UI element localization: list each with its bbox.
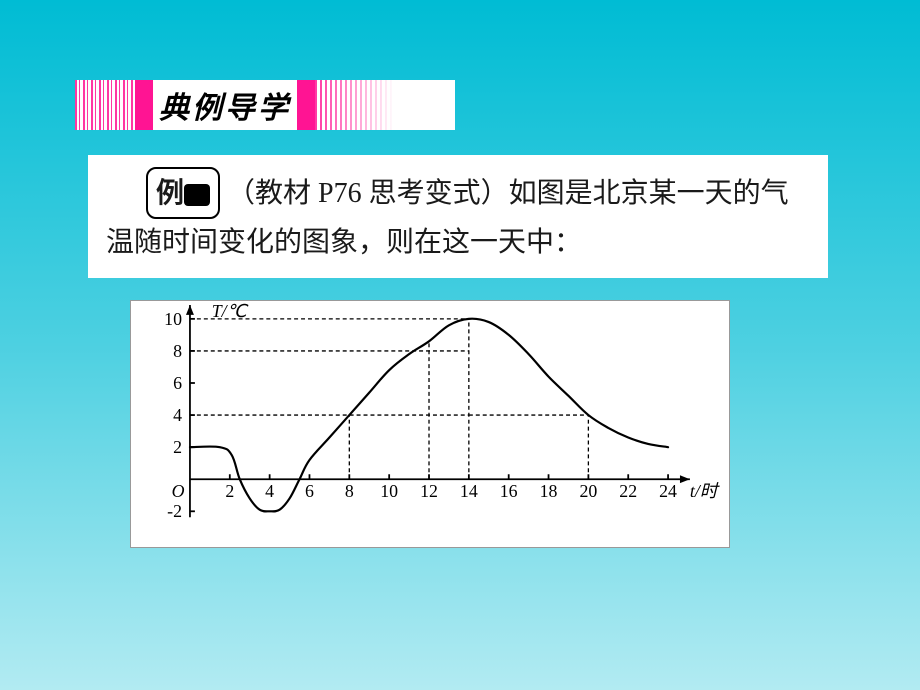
svg-text:2: 2 bbox=[173, 437, 182, 457]
svg-text:10: 10 bbox=[164, 309, 182, 329]
example-source: （教材 P76 思考变式） bbox=[227, 178, 509, 209]
svg-text:14: 14 bbox=[460, 481, 478, 501]
svg-text:4: 4 bbox=[173, 405, 182, 425]
svg-text:22: 22 bbox=[619, 481, 637, 501]
svg-text:18: 18 bbox=[540, 481, 558, 501]
svg-text:4: 4 bbox=[265, 481, 274, 501]
svg-text:2: 2 bbox=[225, 481, 234, 501]
section-title: 典例导学 bbox=[153, 83, 297, 127]
temperature-chart: 24681012141618202224-2246810OT/℃t/时 bbox=[130, 300, 730, 548]
example-number-placeholder bbox=[184, 184, 210, 206]
svg-text:-2: -2 bbox=[167, 501, 182, 521]
svg-text:24: 24 bbox=[659, 481, 677, 501]
pink-block-left bbox=[135, 80, 153, 130]
example-label-prefix: 例 bbox=[156, 177, 184, 208]
svg-text:6: 6 bbox=[173, 373, 182, 393]
svg-text:T/℃: T/℃ bbox=[212, 301, 249, 321]
chart-svg: 24681012141618202224-2246810OT/℃t/时 bbox=[131, 301, 729, 547]
svg-text:16: 16 bbox=[500, 481, 518, 501]
pink-block-right bbox=[297, 80, 315, 130]
barcode-decor-left bbox=[75, 80, 135, 130]
example-text-box: 例 （教材 P76 思考变式）如图是北京某一天的气温随时间变化的图象，则在这一天… bbox=[88, 155, 828, 278]
svg-text:8: 8 bbox=[345, 481, 354, 501]
barcode-decor-right bbox=[315, 80, 395, 130]
svg-text:20: 20 bbox=[579, 481, 597, 501]
svg-text:t/时: t/时 bbox=[690, 481, 721, 501]
svg-text:8: 8 bbox=[173, 341, 182, 361]
svg-text:6: 6 bbox=[305, 481, 314, 501]
section-header: 典例导学 bbox=[75, 80, 455, 130]
svg-text:10: 10 bbox=[380, 481, 398, 501]
example-label: 例 bbox=[146, 167, 220, 219]
svg-text:12: 12 bbox=[420, 481, 438, 501]
svg-text:O: O bbox=[172, 481, 185, 501]
